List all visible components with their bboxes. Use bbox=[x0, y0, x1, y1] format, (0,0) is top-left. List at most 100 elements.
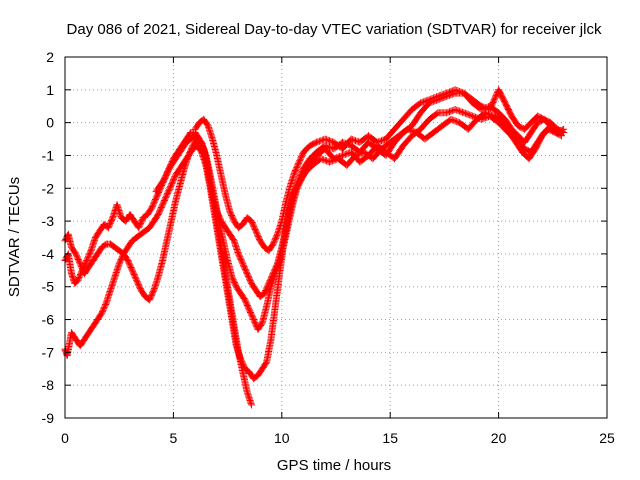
data-marker-run bbox=[139, 211, 150, 222]
data-marker-run bbox=[115, 251, 127, 268]
data-marker-run bbox=[83, 248, 94, 264]
data-marker-run bbox=[128, 266, 140, 283]
data-marker-run bbox=[137, 228, 148, 238]
data-marker-run bbox=[258, 360, 270, 373]
data-marker-run bbox=[185, 146, 196, 159]
data-marker-run bbox=[508, 125, 521, 139]
data-marker-run bbox=[169, 153, 181, 166]
data-marker-run bbox=[247, 217, 259, 233]
data-marker-run bbox=[247, 279, 259, 293]
data-marker-run bbox=[256, 237, 268, 250]
x-tick-label: 5 bbox=[170, 430, 178, 446]
x-tick-label: 0 bbox=[61, 430, 69, 446]
data-marker-run bbox=[369, 146, 385, 163]
y-axis-label: SDTVAR / TECUs bbox=[6, 177, 23, 297]
data-marker-run bbox=[68, 329, 79, 342]
plot-frame bbox=[64, 56, 608, 419]
data-marker-run bbox=[213, 152, 225, 178]
data-marker-run bbox=[512, 138, 526, 155]
data-marker-run bbox=[172, 183, 183, 205]
data-marker-run bbox=[495, 109, 508, 122]
data-marker-run bbox=[89, 317, 101, 330]
data-marker-run bbox=[239, 368, 251, 394]
y-tick-label: -4 bbox=[42, 246, 55, 262]
y-tick-label: 0 bbox=[46, 115, 54, 131]
data-marker-run bbox=[128, 234, 139, 245]
data-marker-run bbox=[263, 284, 275, 310]
data-marker-run bbox=[148, 196, 159, 212]
data-marker-run bbox=[191, 132, 202, 142]
data-marker-run bbox=[81, 264, 92, 278]
data-marker-run bbox=[263, 337, 275, 366]
data-marker-run bbox=[540, 115, 553, 126]
data-marker-run bbox=[399, 133, 415, 150]
data-marker-run bbox=[68, 243, 79, 257]
data-marker-run bbox=[256, 290, 267, 301]
data-marker-run bbox=[150, 212, 161, 225]
data-marker-run bbox=[525, 146, 539, 163]
data-marker-run bbox=[245, 306, 257, 322]
data-marker-run bbox=[282, 183, 294, 205]
data-marker-run bbox=[300, 143, 313, 156]
data-marker-run bbox=[178, 140, 189, 153]
data-marker-run bbox=[165, 159, 176, 173]
data-marker-run bbox=[499, 119, 513, 135]
data-marker-run bbox=[234, 221, 246, 232]
data-marker-run bbox=[469, 96, 484, 109]
chart-title: Day 086 of 2021, Sidereal Day-to-day VTE… bbox=[67, 21, 602, 38]
data-marker-run bbox=[124, 238, 135, 251]
data-marker-run bbox=[501, 115, 515, 132]
data-marker-run bbox=[241, 296, 253, 312]
data-marker-run bbox=[208, 135, 220, 158]
data-marker-run bbox=[490, 112, 506, 126]
data-marker-run bbox=[221, 191, 233, 214]
data-marker-run bbox=[408, 100, 423, 113]
x-tick-label: 25 bbox=[599, 430, 615, 446]
data-marker-run bbox=[284, 202, 296, 228]
data-marker-run bbox=[482, 109, 497, 119]
data-marker-run bbox=[460, 89, 475, 103]
data-marker-run bbox=[146, 287, 157, 304]
data-marker-run bbox=[234, 348, 246, 374]
data-marker-run bbox=[85, 323, 96, 337]
data-marker-run bbox=[94, 310, 105, 323]
data-marker-run bbox=[417, 100, 432, 117]
data-marker-run bbox=[386, 133, 402, 146]
data-marker-run bbox=[85, 258, 96, 271]
data-marker-run bbox=[107, 240, 118, 250]
data-marker-run bbox=[174, 146, 185, 159]
x-axis-label: GPS time / hours bbox=[277, 457, 391, 474]
data-marker-run bbox=[234, 250, 246, 266]
x-tick-label: 10 bbox=[274, 430, 290, 446]
data-marker-run bbox=[133, 276, 144, 293]
data-marker-run bbox=[545, 125, 558, 136]
data-marker-run bbox=[137, 286, 148, 299]
y-tick-label: -3 bbox=[42, 213, 55, 229]
data-marker-run bbox=[124, 257, 136, 273]
data-marker-run bbox=[91, 228, 103, 241]
y-tick-label: -6 bbox=[42, 312, 55, 328]
data-marker-run bbox=[71, 277, 81, 287]
data-marker-run bbox=[404, 125, 419, 136]
data-marker-run bbox=[551, 129, 564, 139]
data-marker-run bbox=[76, 337, 88, 350]
data-marker-run bbox=[382, 126, 398, 143]
data-marker-run bbox=[271, 271, 283, 310]
x-tick-label: 15 bbox=[382, 430, 398, 446]
data-marker-run bbox=[276, 238, 288, 278]
data-marker-run bbox=[159, 238, 171, 264]
data-marker-run bbox=[156, 176, 168, 189]
data-marker-run bbox=[161, 166, 172, 182]
data-marker-run bbox=[289, 179, 302, 199]
data-marker-run bbox=[391, 116, 406, 133]
data-marker-run bbox=[532, 133, 545, 153]
data-marker-run bbox=[291, 159, 302, 176]
data-marker-run bbox=[269, 232, 281, 248]
data-marker-run bbox=[408, 110, 424, 130]
data-marker-run bbox=[373, 136, 388, 146]
y-tick-label: -2 bbox=[42, 180, 55, 196]
data-marker-run bbox=[243, 214, 254, 224]
series-track-5 bbox=[191, 86, 568, 255]
data-marker-run bbox=[126, 211, 137, 224]
